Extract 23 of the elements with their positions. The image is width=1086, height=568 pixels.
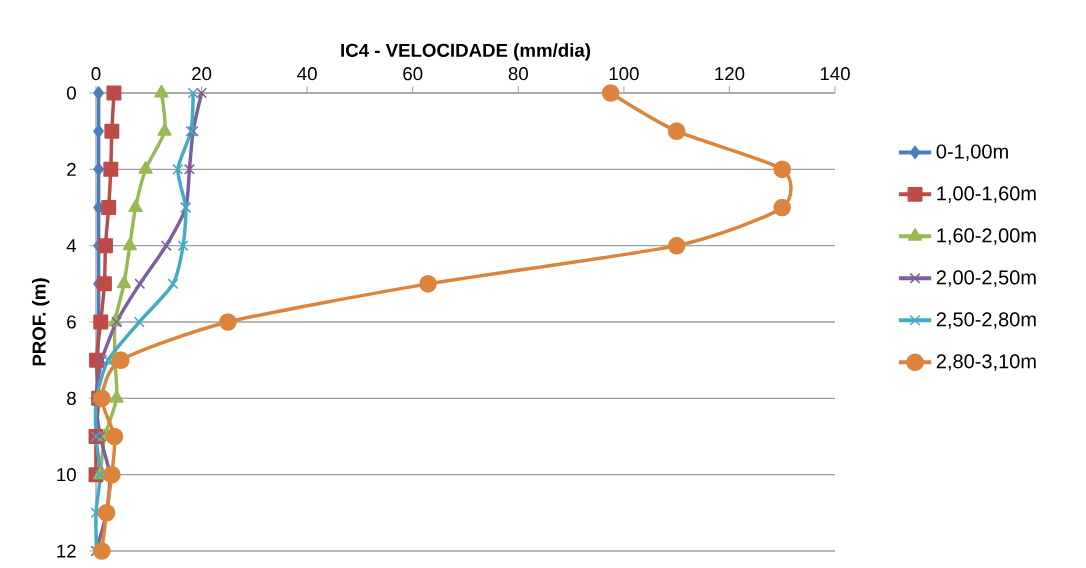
legend-label: 2,50-2,80m xyxy=(936,312,1036,329)
x-tick-label: 40 xyxy=(297,67,317,81)
x-tick-label: 140 xyxy=(820,67,850,81)
legend-label: 2,80-3,10m xyxy=(936,354,1036,371)
y-tick-label: 0 xyxy=(66,86,76,100)
legend-label: 2,00-2,50m xyxy=(936,270,1036,287)
y-axis-title: PROF. (m) xyxy=(31,278,50,366)
y-tick-label: 10 xyxy=(57,468,76,482)
x-tick-label: 120 xyxy=(715,67,745,81)
y-tick-label: 4 xyxy=(66,239,77,253)
y-tick-label: 2 xyxy=(67,162,76,176)
x-tick-label: 0 xyxy=(91,67,101,81)
y-tick-label: 12 xyxy=(57,544,76,558)
legend-label: 0-1,00m xyxy=(936,144,1008,161)
legend-label: 1,00-1,60m xyxy=(937,186,1036,203)
x-tick-label: 80 xyxy=(508,67,528,81)
x-tick-label: 100 xyxy=(609,67,639,81)
legend-label: 1,60-2,00m xyxy=(937,228,1036,245)
y-tick-label: 6 xyxy=(67,315,76,329)
x-tick-label: 20 xyxy=(192,67,212,81)
y-tick-label: 8 xyxy=(67,391,76,405)
x-tick-label: 60 xyxy=(403,67,423,81)
x-axis-title: IC4 - VELOCIDADE (mm/dia) xyxy=(341,43,591,61)
